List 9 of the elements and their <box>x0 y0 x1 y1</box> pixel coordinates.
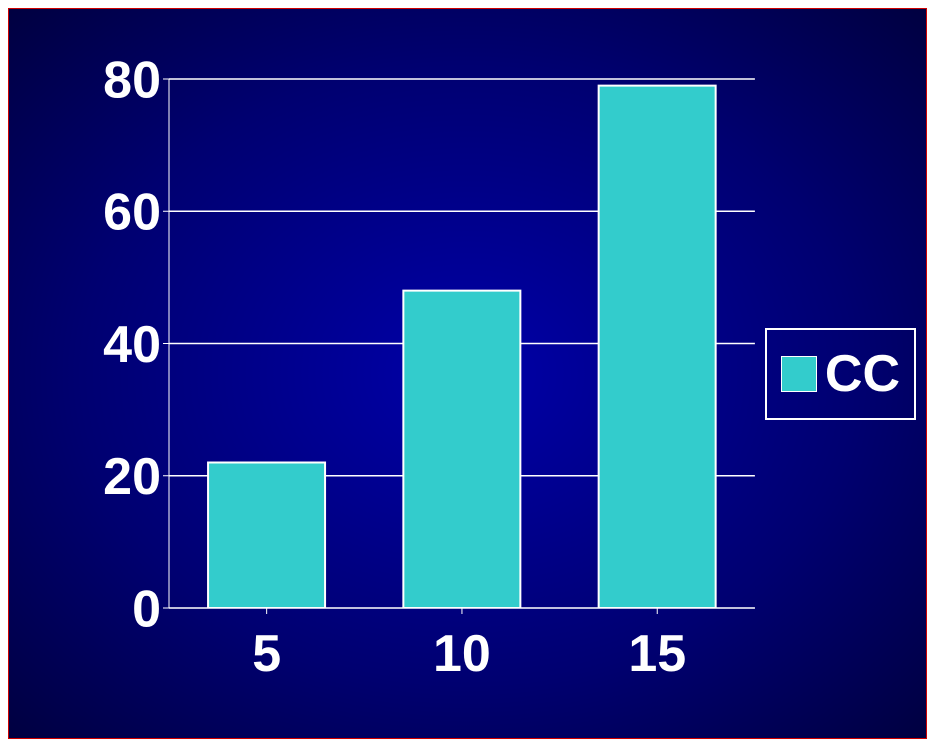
y-tick-label: 60 <box>103 184 161 242</box>
x-tick-label: 15 <box>628 624 686 683</box>
legend-label: CC <box>824 344 900 404</box>
y-tick-label: 0 <box>132 580 161 638</box>
x-tick-label: 5 <box>252 624 282 683</box>
y-tick-label: 20 <box>103 448 161 506</box>
x-tick-label: 10 <box>433 624 491 683</box>
y-tick-label: 40 <box>103 316 161 374</box>
y-tick-label: 80 <box>103 51 161 110</box>
